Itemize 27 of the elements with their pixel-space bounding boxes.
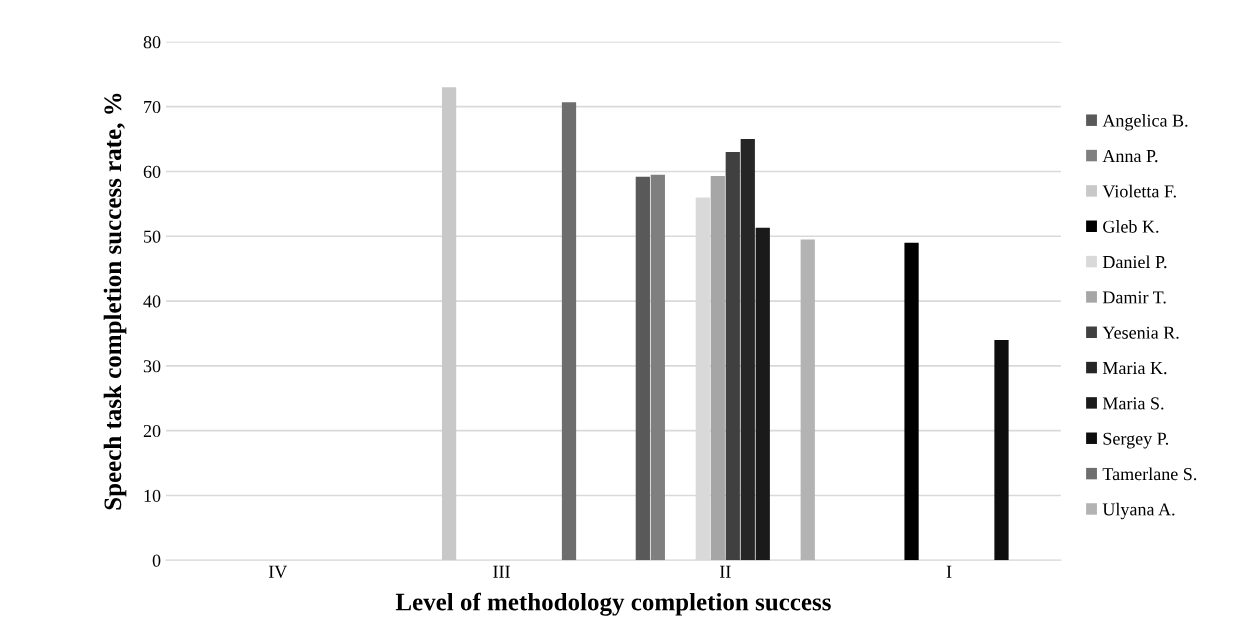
- y-tick-label: 60: [143, 165, 161, 178]
- x-tick-label: IV: [268, 565, 288, 578]
- legend-label: Violetta F.: [1102, 184, 1176, 198]
- x-tick-label: III: [493, 565, 510, 578]
- y-tick-label: 40: [143, 295, 161, 308]
- legend-label: Gleb K.: [1103, 220, 1159, 233]
- legend-label: Maria K.: [1102, 361, 1167, 375]
- y-tick-label: 30: [143, 360, 161, 373]
- x-axis-title: Level of methodology completion success: [395, 592, 831, 616]
- legend-label: Daniel P.: [1102, 255, 1167, 269]
- x-tick-label: II: [719, 565, 731, 578]
- legend-label: Sergey P.: [1103, 432, 1169, 449]
- legend-label: Yesenia R.: [1102, 326, 1179, 339]
- legend-label: Ulyana A.: [1102, 502, 1175, 520]
- y-tick-label: 20: [143, 424, 161, 438]
- x-tick-label: I: [946, 565, 952, 578]
- y-axis-title: Speech task completion success rate, %: [103, 93, 127, 510]
- y-tick-label: 0: [152, 554, 161, 567]
- legend-label: Maria S.: [1102, 397, 1164, 410]
- y-tick-label: 70: [144, 100, 161, 114]
- y-tick-label: 10: [144, 489, 161, 502]
- legend-label: Tamerlane S.: [1102, 467, 1197, 481]
- legend-label: Angelica B.: [1102, 114, 1188, 131]
- legend-label: Anna P.: [1102, 150, 1158, 163]
- legend-label: Damir T.: [1102, 291, 1166, 304]
- y-tick-label: 80: [143, 36, 161, 49]
- y-tick-label: 50: [144, 230, 161, 243]
